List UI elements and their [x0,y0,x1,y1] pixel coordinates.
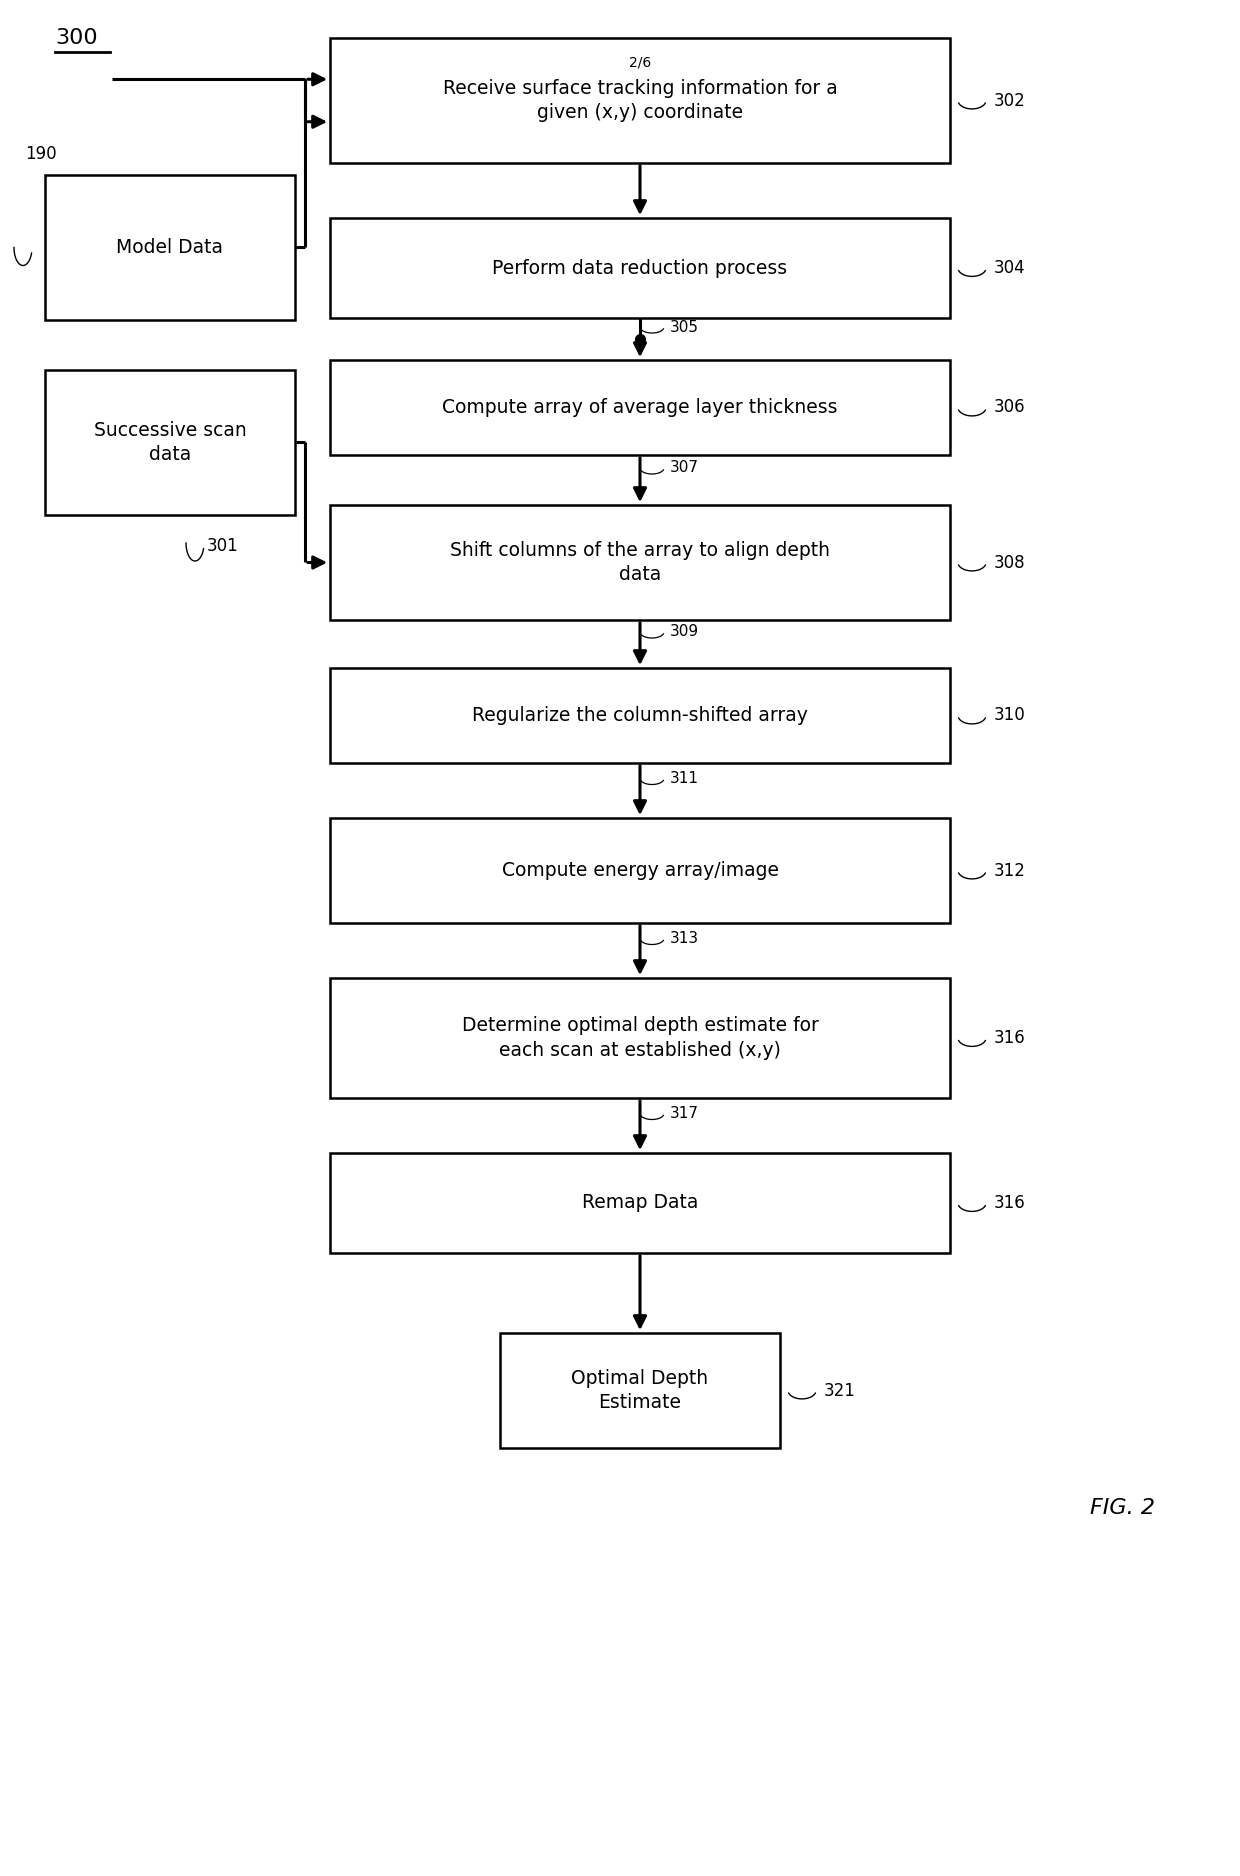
Text: 312: 312 [994,861,1025,880]
Text: Optimal Depth
Estimate: Optimal Depth Estimate [572,1368,708,1413]
Text: 316: 316 [994,1193,1025,1212]
Text: Shift columns of the array to align depth
data: Shift columns of the array to align dept… [450,540,830,585]
Bar [45,370,295,516]
Bar [45,174,295,321]
Text: 310: 310 [994,707,1025,724]
Text: 316: 316 [994,1030,1025,1047]
Bar [330,668,950,764]
Text: 313: 313 [670,930,699,946]
Text: 309: 309 [670,625,699,640]
Text: 305: 305 [670,319,699,334]
Text: 311: 311 [670,771,699,786]
Text: Remap Data: Remap Data [582,1193,698,1212]
Bar [330,818,950,923]
Bar [500,1334,780,1448]
Bar [330,360,950,456]
Text: 306: 306 [994,398,1025,416]
Bar [330,977,950,1097]
Text: Perform data reduction process: Perform data reduction process [492,259,787,278]
Text: Receive surface tracking information for a
given (x,y) coordinate: Receive surface tracking information for… [443,79,837,122]
Text: 308: 308 [994,553,1025,572]
Text: 304: 304 [994,259,1025,278]
Text: Model Data: Model Data [117,238,223,257]
Text: 321: 321 [825,1381,856,1399]
Text: 190: 190 [25,144,57,163]
Bar [330,1154,950,1253]
Text: Compute energy array/image: Compute energy array/image [501,861,779,880]
Text: Compute array of average layer thickness: Compute array of average layer thickness [443,398,838,416]
Text: Regularize the column-shifted array: Regularize the column-shifted array [472,705,808,724]
Text: FIG. 2: FIG. 2 [1090,1499,1154,1518]
Bar [330,218,950,319]
Text: Successive scan
data: Successive scan data [94,420,247,465]
Text: Determine optimal depth estimate for
each scan at established (x,y): Determine optimal depth estimate for eac… [461,1017,818,1060]
Text: 301: 301 [207,537,239,555]
Bar [330,38,950,163]
Text: 300: 300 [55,28,98,49]
Text: 307: 307 [670,460,699,475]
Text: 317: 317 [670,1107,699,1122]
Bar [330,505,950,619]
Text: 302: 302 [994,92,1025,109]
Text: 2/6: 2/6 [629,56,651,69]
